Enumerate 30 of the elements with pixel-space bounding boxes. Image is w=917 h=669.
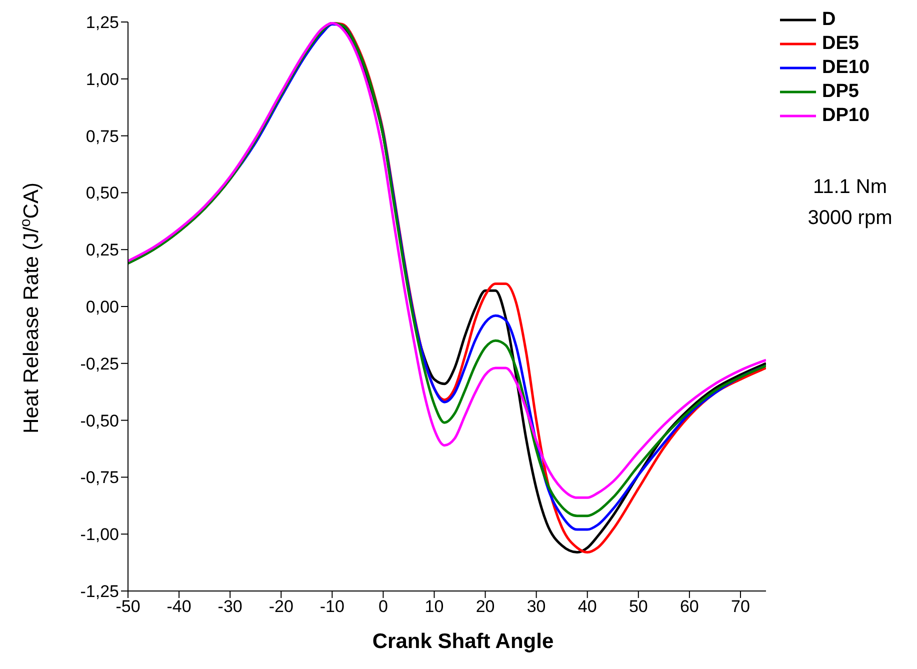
x-tick-label: -10	[320, 597, 344, 616]
y-tick-label: -0,75	[80, 468, 119, 488]
y-tick-label: 1,25	[86, 13, 119, 32]
x-tick-label: 60	[680, 597, 699, 616]
y-tick-label: 0,25	[86, 240, 119, 260]
legend-label: DP10	[822, 105, 870, 127]
x-tick-label: 40	[578, 597, 597, 616]
y-tick-label: -1,00	[80, 525, 119, 544]
x-tick-label: -20	[268, 597, 294, 616]
legend-label: DP5	[822, 81, 859, 103]
text: 3000 rpm	[808, 207, 892, 229]
x-axis-title: Crank Shaft Angle	[372, 630, 554, 653]
y-tick-label: -0,50	[80, 411, 119, 430]
x-tick-label: 50	[628, 597, 648, 616]
x-tick-label: 70	[731, 597, 750, 616]
y-tick-label: -0,25	[80, 354, 119, 374]
x-tick-label: 0	[378, 597, 388, 616]
legend-label: DE10	[822, 57, 870, 79]
y-tick-label: 0,00	[86, 298, 119, 317]
legend-label: DE5	[822, 33, 859, 55]
text: 11.1 Nm	[812, 176, 888, 198]
x-tick-label: 20	[476, 597, 495, 616]
y-tick-label: 1,00	[86, 70, 119, 89]
x-tick-label: -40	[166, 597, 192, 616]
y-tick-label: 0,75	[86, 126, 119, 146]
x-tick-label: -30	[218, 597, 242, 616]
y-tick-label: 0,50	[86, 184, 119, 203]
legend-label: D	[822, 9, 836, 31]
x-tick-label: 30	[526, 597, 546, 616]
x-tick-label: 10	[424, 597, 444, 616]
